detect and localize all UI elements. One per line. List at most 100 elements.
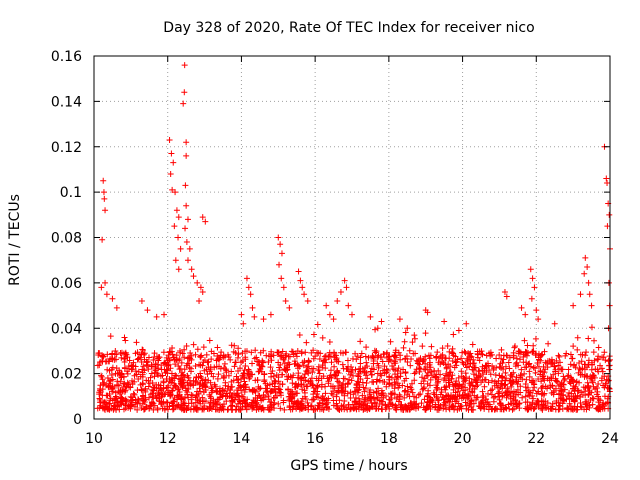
data-point bbox=[433, 382, 440, 389]
data-point bbox=[360, 402, 367, 409]
data-point bbox=[293, 401, 300, 408]
data-point bbox=[354, 378, 361, 385]
data-point bbox=[202, 384, 209, 391]
data-point bbox=[416, 365, 423, 371]
data-point bbox=[432, 401, 439, 408]
data-point bbox=[101, 398, 108, 405]
data-point bbox=[573, 379, 580, 386]
data-point bbox=[207, 399, 214, 406]
data-point bbox=[466, 380, 473, 387]
data-point bbox=[434, 385, 441, 392]
data-point bbox=[395, 349, 402, 356]
data-point bbox=[157, 373, 164, 380]
data-point bbox=[160, 378, 167, 385]
data-point bbox=[208, 384, 215, 391]
data-point bbox=[382, 402, 389, 409]
data-point bbox=[332, 352, 339, 359]
data-point bbox=[168, 348, 175, 355]
data-point bbox=[175, 234, 182, 241]
data-point bbox=[281, 406, 288, 413]
data-point bbox=[96, 396, 103, 403]
data-point bbox=[443, 365, 450, 372]
data-point bbox=[540, 402, 547, 409]
data-point bbox=[462, 377, 469, 384]
data-point bbox=[372, 406, 379, 413]
data-points bbox=[94, 62, 613, 413]
data-point bbox=[587, 397, 594, 404]
data-point bbox=[337, 288, 344, 295]
axis-ticks bbox=[93, 55, 611, 420]
data-point bbox=[581, 270, 588, 277]
data-point bbox=[108, 371, 115, 378]
data-point bbox=[391, 385, 398, 392]
data-point bbox=[103, 358, 110, 365]
data-point bbox=[331, 363, 338, 370]
data-point bbox=[604, 223, 611, 230]
data-point bbox=[505, 359, 512, 366]
y-axis-label: ROTI / TECUs bbox=[7, 194, 23, 286]
data-point bbox=[154, 406, 161, 413]
x-tick-label: 14 bbox=[233, 431, 251, 447]
data-point bbox=[284, 376, 291, 383]
data-point bbox=[122, 337, 129, 344]
data-point bbox=[234, 376, 241, 383]
data-point bbox=[530, 348, 537, 355]
data-point bbox=[579, 365, 586, 372]
data-point bbox=[468, 403, 475, 410]
data-point bbox=[360, 384, 367, 391]
data-point bbox=[378, 372, 385, 379]
data-point bbox=[387, 390, 394, 397]
data-point bbox=[568, 396, 575, 403]
data-point bbox=[130, 390, 137, 397]
data-point bbox=[561, 377, 568, 384]
data-point bbox=[548, 361, 555, 368]
data-point bbox=[357, 354, 364, 361]
data-point bbox=[308, 349, 315, 356]
data-point bbox=[250, 404, 257, 411]
data-point bbox=[134, 387, 141, 394]
data-point bbox=[274, 349, 281, 356]
data-point bbox=[272, 389, 279, 396]
data-point bbox=[107, 397, 113, 404]
data-point bbox=[443, 383, 450, 390]
data-point bbox=[141, 350, 148, 357]
data-point bbox=[577, 393, 584, 400]
data-point bbox=[214, 344, 221, 351]
data-point bbox=[532, 335, 539, 342]
data-point bbox=[420, 357, 427, 364]
data-point bbox=[251, 313, 258, 320]
data-point bbox=[544, 399, 551, 406]
data-point bbox=[129, 363, 136, 370]
data-point bbox=[256, 365, 263, 372]
data-point bbox=[251, 398, 258, 405]
data-point bbox=[210, 373, 217, 380]
data-point bbox=[159, 405, 166, 412]
data-point bbox=[141, 399, 148, 406]
data-point bbox=[166, 378, 173, 385]
data-point bbox=[109, 356, 116, 363]
data-point bbox=[184, 257, 191, 264]
data-point bbox=[163, 354, 170, 361]
data-point bbox=[351, 388, 358, 395]
data-point bbox=[138, 386, 145, 393]
data-point bbox=[111, 396, 118, 403]
data-point bbox=[438, 389, 445, 396]
data-point bbox=[516, 356, 523, 363]
data-point bbox=[496, 351, 503, 358]
data-point bbox=[430, 389, 437, 396]
x-tick-label: 18 bbox=[380, 431, 398, 447]
data-point bbox=[570, 397, 577, 404]
data-point bbox=[506, 365, 513, 372]
data-point bbox=[107, 377, 114, 384]
data-point bbox=[215, 356, 222, 363]
data-point bbox=[333, 358, 340, 365]
data-point bbox=[427, 352, 434, 359]
data-point bbox=[590, 349, 597, 356]
data-point bbox=[244, 400, 251, 407]
data-point bbox=[509, 406, 516, 413]
data-point bbox=[481, 383, 488, 390]
data-point bbox=[572, 383, 579, 390]
data-point bbox=[433, 393, 440, 400]
data-point bbox=[130, 359, 137, 366]
data-point bbox=[144, 361, 150, 368]
